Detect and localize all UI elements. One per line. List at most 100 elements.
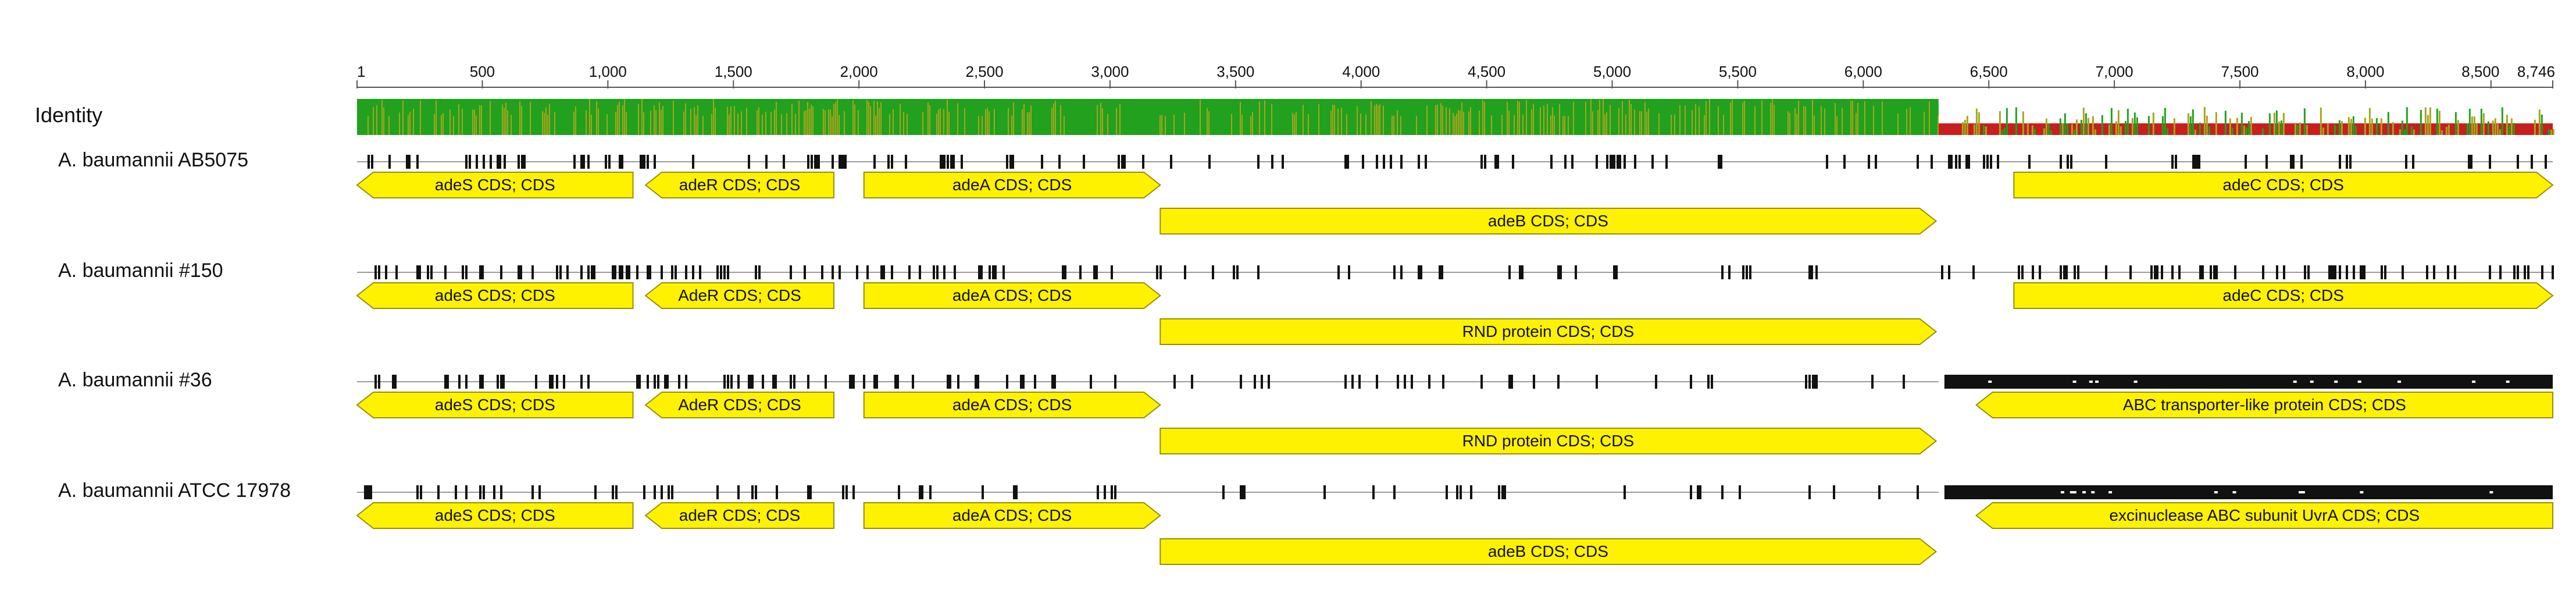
identity-bar-variable	[2334, 125, 2336, 135]
cds-feature[interactable]: adeA CDS; CDS	[863, 282, 1161, 309]
identity-bar-variable	[2494, 118, 2496, 135]
cds-arrow[interactable]	[863, 172, 1161, 198]
cds-arrow[interactable]	[1159, 318, 1938, 345]
sequence-name[interactable]: A. baumannii #36	[58, 369, 212, 391]
cds-feature[interactable]: RND protein CDS; CDS	[1159, 318, 1938, 345]
identity-bar-mid	[1416, 116, 1417, 135]
cds-feature[interactable]: AdeR CDS; CDS	[644, 282, 834, 309]
cds-feature[interactable]: adeA CDS; CDS	[863, 392, 1161, 418]
identity-bar-mid	[1658, 113, 1660, 135]
identity-bar-mid	[1531, 109, 1532, 135]
variant-mark	[1208, 155, 1211, 169]
identity-bar-variable	[2133, 112, 2136, 135]
cds-feature[interactable]: adeC CDS; CDS	[2013, 172, 2554, 198]
cds-arrow[interactable]	[356, 392, 634, 418]
cds-feature[interactable]: adeS CDS; CDS	[356, 172, 634, 198]
variant-mark	[1111, 265, 1113, 279]
identity-bar-variable	[2552, 129, 2554, 135]
identity-bar-variable	[2548, 129, 2550, 135]
cds-feature[interactable]: adeA CDS; CDS	[863, 172, 1161, 198]
variant-mark	[2489, 155, 2491, 169]
identity-bar-mid	[1742, 102, 1743, 135]
cds-feature[interactable]: ABC transporter-like protein CDS; CDS	[1975, 392, 2553, 418]
cds-arrow[interactable]	[2013, 172, 2554, 198]
variant-mark	[654, 485, 656, 499]
cds-arrow[interactable]	[356, 282, 634, 309]
cds-label: adeR CDS; CDS	[679, 506, 801, 524]
cds-feature[interactable]: adeR CDS; CDS	[644, 502, 834, 529]
identity-bar-variable	[1978, 112, 1980, 135]
variant-mark	[1034, 375, 1036, 389]
variant-mark	[1983, 155, 1985, 169]
variant-mark	[727, 375, 729, 389]
cds-arrow[interactable]	[863, 392, 1161, 418]
identity-bar-mid	[1547, 104, 1548, 135]
variant-mark	[2171, 155, 2174, 169]
cds-arrow[interactable]	[863, 502, 1161, 529]
sequence-name[interactable]: A. baumannii AB5075	[58, 149, 248, 171]
identity-bar-mid	[530, 102, 531, 135]
cds-arrow[interactable]	[644, 502, 834, 529]
cds-feature[interactable]: adeB CDS; CDS	[1159, 208, 1938, 234]
cds-arrow[interactable]	[1159, 208, 1938, 234]
identity-bar-mid	[1906, 108, 1907, 135]
variant-mark	[832, 265, 834, 279]
variant-mark	[1965, 155, 1970, 169]
cds-arrow[interactable]	[2013, 282, 2554, 309]
identity-bar-mid	[474, 109, 475, 135]
identity-bar-mid	[544, 113, 545, 135]
identity-bar-mid	[1554, 115, 1555, 135]
divergent-gap	[2133, 381, 2138, 383]
identity-bar-mid	[472, 109, 473, 135]
identity-bar-mid	[507, 110, 508, 135]
cds-arrow[interactable]	[1159, 538, 1938, 565]
cds-arrow[interactable]	[1159, 428, 1938, 454]
cds-feature[interactable]: adeS CDS; CDS	[356, 502, 634, 529]
cds-arrow[interactable]	[1975, 392, 2553, 418]
cds-feature[interactable]: RND protein CDS; CDS	[1159, 428, 1938, 454]
identity-bar-variable	[2245, 127, 2247, 135]
cds-feature[interactable]: AdeR CDS; CDS	[644, 392, 834, 418]
variant-mark	[2021, 265, 2024, 279]
cds-arrow[interactable]	[644, 282, 834, 309]
sequence-name[interactable]: A. baumannii #150	[58, 260, 223, 282]
identity-bar-variable	[2136, 117, 2138, 135]
identity-bar-mid	[1374, 105, 1375, 135]
variant-mark	[1006, 155, 1008, 169]
identity-bar-mid	[1271, 104, 1272, 135]
cds-arrow[interactable]	[356, 502, 634, 529]
cds-feature[interactable]: excinuclease ABC subunit UvrA CDS; CDS	[1975, 502, 2553, 529]
cds-feature[interactable]: adeB CDS; CDS	[1159, 538, 1938, 565]
cds-arrow[interactable]	[1975, 502, 2553, 529]
divergent-gap	[2095, 381, 2099, 383]
cds-feature[interactable]: adeA CDS; CDS	[863, 502, 1161, 529]
divergent-gap	[2298, 491, 2302, 493]
identity-bar-mid	[1453, 112, 1454, 135]
variant-mark	[1323, 485, 1326, 499]
variant-mark	[1739, 485, 1741, 499]
variant-mark	[1383, 155, 1385, 169]
cds-feature[interactable]: adeC CDS; CDS	[2013, 282, 2554, 309]
cds-arrow[interactable]	[644, 392, 834, 418]
cds-feature[interactable]: adeS CDS; CDS	[356, 392, 634, 418]
identity-bar-mid	[1508, 111, 1510, 135]
identity-bar-mid	[1526, 100, 1527, 135]
cds-arrow[interactable]	[356, 172, 634, 198]
variant-mark	[573, 155, 576, 169]
divergent-gap	[2360, 491, 2364, 493]
cds-arrow[interactable]	[863, 282, 1161, 309]
cds-feature[interactable]: adeR CDS; CDS	[644, 172, 834, 198]
variant-mark	[368, 485, 372, 499]
identity-bar-mid	[1470, 106, 1471, 135]
cds-arrow[interactable]	[644, 172, 834, 198]
variant-mark	[1613, 265, 1618, 279]
identity-bar-mid	[1618, 108, 1619, 135]
identity-bar-mid	[542, 111, 543, 135]
variant-mark	[943, 155, 946, 169]
variant-mark	[873, 375, 878, 389]
identity-bar-mid	[1207, 108, 1208, 135]
sequence-name[interactable]: A. baumannii ATCC 17978	[58, 479, 291, 502]
identity-bar-variable	[2026, 123, 2029, 135]
cds-feature[interactable]: adeS CDS; CDS	[356, 282, 634, 309]
identity-bar-mid	[1625, 114, 1626, 135]
